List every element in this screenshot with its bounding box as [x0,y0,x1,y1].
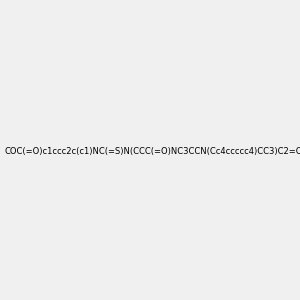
Text: COC(=O)c1ccc2c(c1)NC(=S)N(CCC(=O)NC3CCN(Cc4ccccc4)CC3)C2=O: COC(=O)c1ccc2c(c1)NC(=S)N(CCC(=O)NC3CCN(… [4,147,300,156]
